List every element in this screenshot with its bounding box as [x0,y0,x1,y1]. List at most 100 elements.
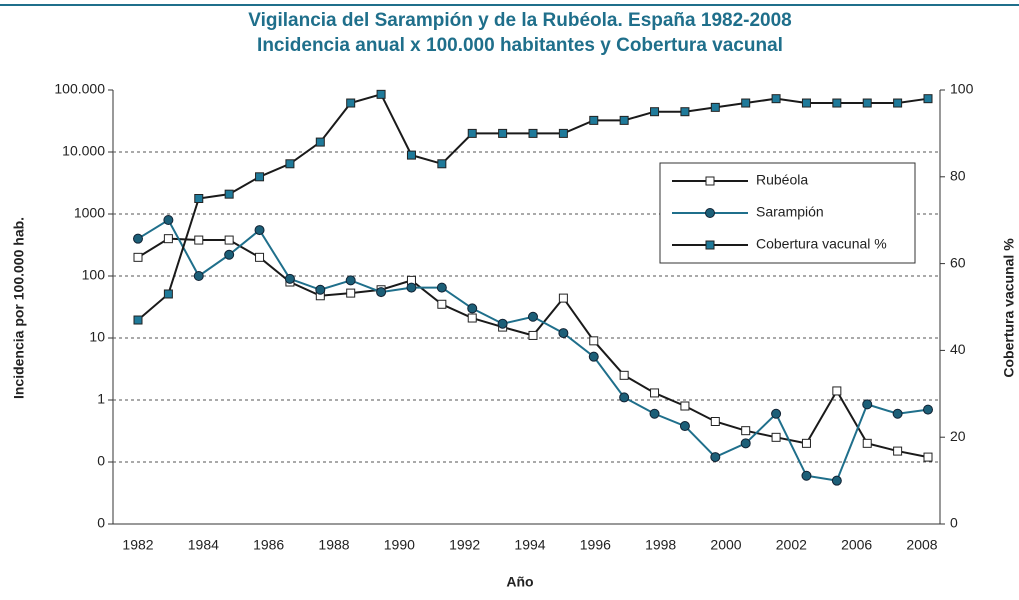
x-tick-label: 2002 [776,537,807,553]
marker [679,421,690,432]
marker [893,98,903,108]
marker [893,446,903,456]
y-tick-label: 100 [82,267,106,283]
marker [923,404,933,415]
marker [589,115,599,125]
marker [650,107,660,117]
x-axis-title: Año [506,574,533,590]
y2-axis-title: Cobertura vacunal % [1001,238,1017,378]
marker [832,386,842,396]
marker [588,351,599,362]
marker [801,470,812,481]
marker [741,98,751,108]
marker [163,234,173,244]
marker [133,252,143,262]
marker [284,273,295,284]
marker [163,289,173,299]
marker [346,98,356,108]
marker [406,150,416,160]
marker [528,128,538,138]
marker [437,299,447,309]
marker [558,128,568,138]
x-tick-label: 1992 [449,537,480,553]
marker [923,452,933,462]
marker [345,275,356,286]
marker [467,128,477,138]
legend-marker [705,240,715,250]
marker [710,102,720,112]
marker [194,235,204,245]
marker [436,282,447,293]
marker [193,271,204,281]
marker [710,417,720,427]
marker [589,336,599,346]
marker [680,401,690,411]
marker [133,315,143,325]
marker [255,172,265,182]
marker [315,284,326,295]
marker [862,399,873,410]
marker [862,98,872,108]
legend-label: Rubéola [756,172,808,188]
chart-subtitle: Incidencia anual x 100.000 habitantes y … [257,35,783,56]
legend-label: Cobertura vacunal % [756,236,887,252]
x-tick-label: 1994 [514,537,545,553]
legend-marker [705,208,715,218]
marker [771,408,782,419]
marker [224,249,235,260]
marker [741,426,751,436]
y-tick-label: 10.000 [62,143,105,159]
x-tick-label: 1990 [384,537,415,553]
x-tick-label: 1986 [253,537,284,553]
marker [771,94,781,104]
x-tick-label: 1996 [580,537,611,553]
marker [832,98,842,108]
x-tick-label: 2008 [906,537,937,553]
marker [650,388,660,398]
marker [254,225,265,236]
marker [376,89,386,99]
y2-tick-label: 60 [950,254,966,270]
marker [619,370,629,380]
y2-tick-label: 20 [950,428,966,444]
marker [801,438,811,448]
x-tick-label: 1984 [188,537,219,553]
marker [862,438,872,448]
marker [528,330,538,340]
x-tick-label: 2006 [841,537,872,553]
y-tick-label: 10 [89,329,105,345]
marker [831,475,842,486]
marker [437,159,447,169]
marker [376,287,387,298]
x-tick-label: 2000 [710,537,741,553]
marker [497,318,508,329]
y2-tick-label: 40 [950,341,966,357]
marker [498,128,508,138]
marker [558,293,568,303]
marker [224,189,234,199]
marker [346,288,356,298]
marker [315,137,325,147]
y-axis-title: Incidencia por 100.000 hab. [11,217,27,399]
marker [467,303,478,314]
marker [255,252,265,262]
marker [406,282,417,293]
marker [467,313,477,323]
legend-marker [705,176,715,186]
marker [528,311,538,322]
marker [285,159,295,169]
x-tick-label: 1988 [318,537,349,553]
marker [163,215,174,226]
x-tick-label: 1982 [122,537,153,553]
marker [923,94,933,104]
y-tick-label: 100.000 [54,81,105,97]
legend-label: Sarampión [756,204,824,220]
marker [892,408,903,419]
chart-title: Vigilancia del Sarampión y de la Rubéola… [248,10,792,31]
y-tick-label: 1000 [74,205,105,221]
marker [133,233,143,244]
y-tick-label: 0 [97,515,105,531]
marker [740,438,751,449]
marker [771,432,781,442]
marker [801,98,811,108]
